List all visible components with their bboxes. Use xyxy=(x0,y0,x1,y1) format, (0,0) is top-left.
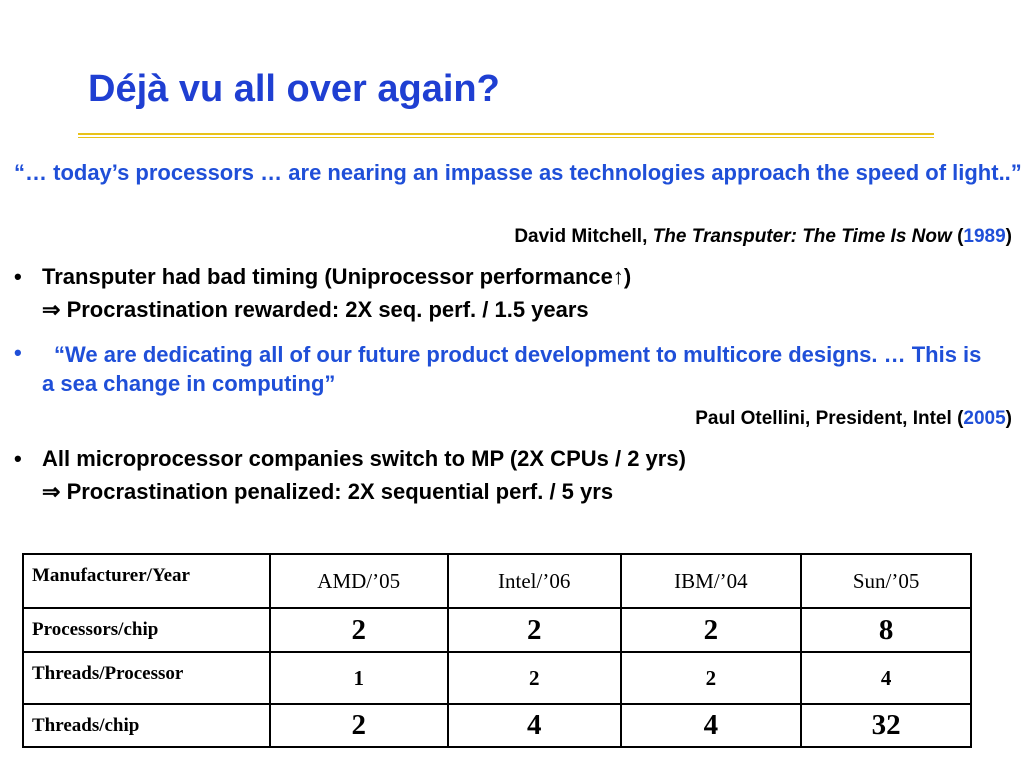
table-row: Threads/Processor 1 2 2 4 xyxy=(22,651,972,705)
cell: 8 xyxy=(800,607,972,653)
row-label: Manufacturer/Year xyxy=(22,553,271,609)
table-row: Processors/chip 2 2 2 8 xyxy=(22,607,972,653)
column-header: AMD/’05 xyxy=(268,553,449,609)
table-row: Threads/chip 2 4 4 32 xyxy=(22,703,972,748)
cell: 1 xyxy=(268,651,449,705)
text: Procrastination rewarded: 2X seq. perf. … xyxy=(66,297,589,322)
paren: ) xyxy=(1005,408,1012,429)
paren: ( xyxy=(957,408,964,429)
author: David Mitchell, xyxy=(514,226,648,247)
cell: 4 xyxy=(446,703,622,748)
column-header: IBM/’04 xyxy=(619,553,803,609)
bullet: • xyxy=(14,340,22,365)
bullet-text: ⇒ Procrastination penalized: 2X sequenti… xyxy=(42,477,613,506)
cell: 2 xyxy=(268,703,449,748)
year: 1989 xyxy=(963,226,1006,247)
quote: “… today’s processors … are nearing an i… xyxy=(14,160,1022,185)
symbol: ⇒ xyxy=(42,297,61,322)
column-header: Intel/’06 xyxy=(446,553,622,609)
table: Manufacturer/Year AMD/’05 Intel/’06 IBM/’04… xyxy=(22,553,972,748)
cell: 2 xyxy=(619,607,803,653)
cell: 32 xyxy=(800,703,972,748)
row-label: Processors/chip xyxy=(22,607,271,653)
year: 2005 xyxy=(963,408,1006,429)
cell: 2 xyxy=(619,651,803,705)
cell: 2 xyxy=(446,651,622,705)
bullet: • xyxy=(14,264,22,289)
author: Paul Otellini, President, Intel xyxy=(695,408,952,429)
row-label: Threads/chip xyxy=(22,703,271,748)
attribution: David Mitchell, The Transputer: The Time… xyxy=(514,226,1012,248)
text: Transputer had bad timing (Uniprocessor … xyxy=(42,264,613,289)
title-rule xyxy=(78,133,934,138)
paren: ( xyxy=(957,226,964,247)
slide-title: Déjà vu all over again? xyxy=(88,68,500,110)
cell: 4 xyxy=(619,703,803,748)
text: ) xyxy=(623,264,632,289)
paren: ) xyxy=(1005,226,1012,247)
attribution: Paul Otellini, President, Intel (2005) xyxy=(695,408,1012,430)
quote: “We are dedicating all of our future pro… xyxy=(42,342,982,396)
bullet-text: All microprocessor companies switch to M… xyxy=(42,446,686,471)
cell: 2 xyxy=(268,607,449,653)
row-label: Threads/Processor xyxy=(22,651,271,705)
symbol: ↑ xyxy=(612,264,624,289)
work: The Transputer: The Time Is Now xyxy=(652,226,952,247)
bullet-text: Transputer had bad timing (Uniprocessor … xyxy=(42,262,631,291)
cell: 4 xyxy=(800,651,972,705)
bullet: • xyxy=(14,446,22,471)
table-row: Manufacturer/Year AMD/’05 Intel/’06 IBM/’04… xyxy=(22,553,972,609)
symbol: ⇒ xyxy=(42,479,61,504)
cell: 2 xyxy=(446,607,622,653)
text: Procrastination penalized: 2X sequential… xyxy=(66,479,614,504)
bullet-text: ⇒ Procrastination rewarded: 2X seq. perf… xyxy=(42,295,589,324)
column-header: Sun/’05 xyxy=(800,553,972,609)
